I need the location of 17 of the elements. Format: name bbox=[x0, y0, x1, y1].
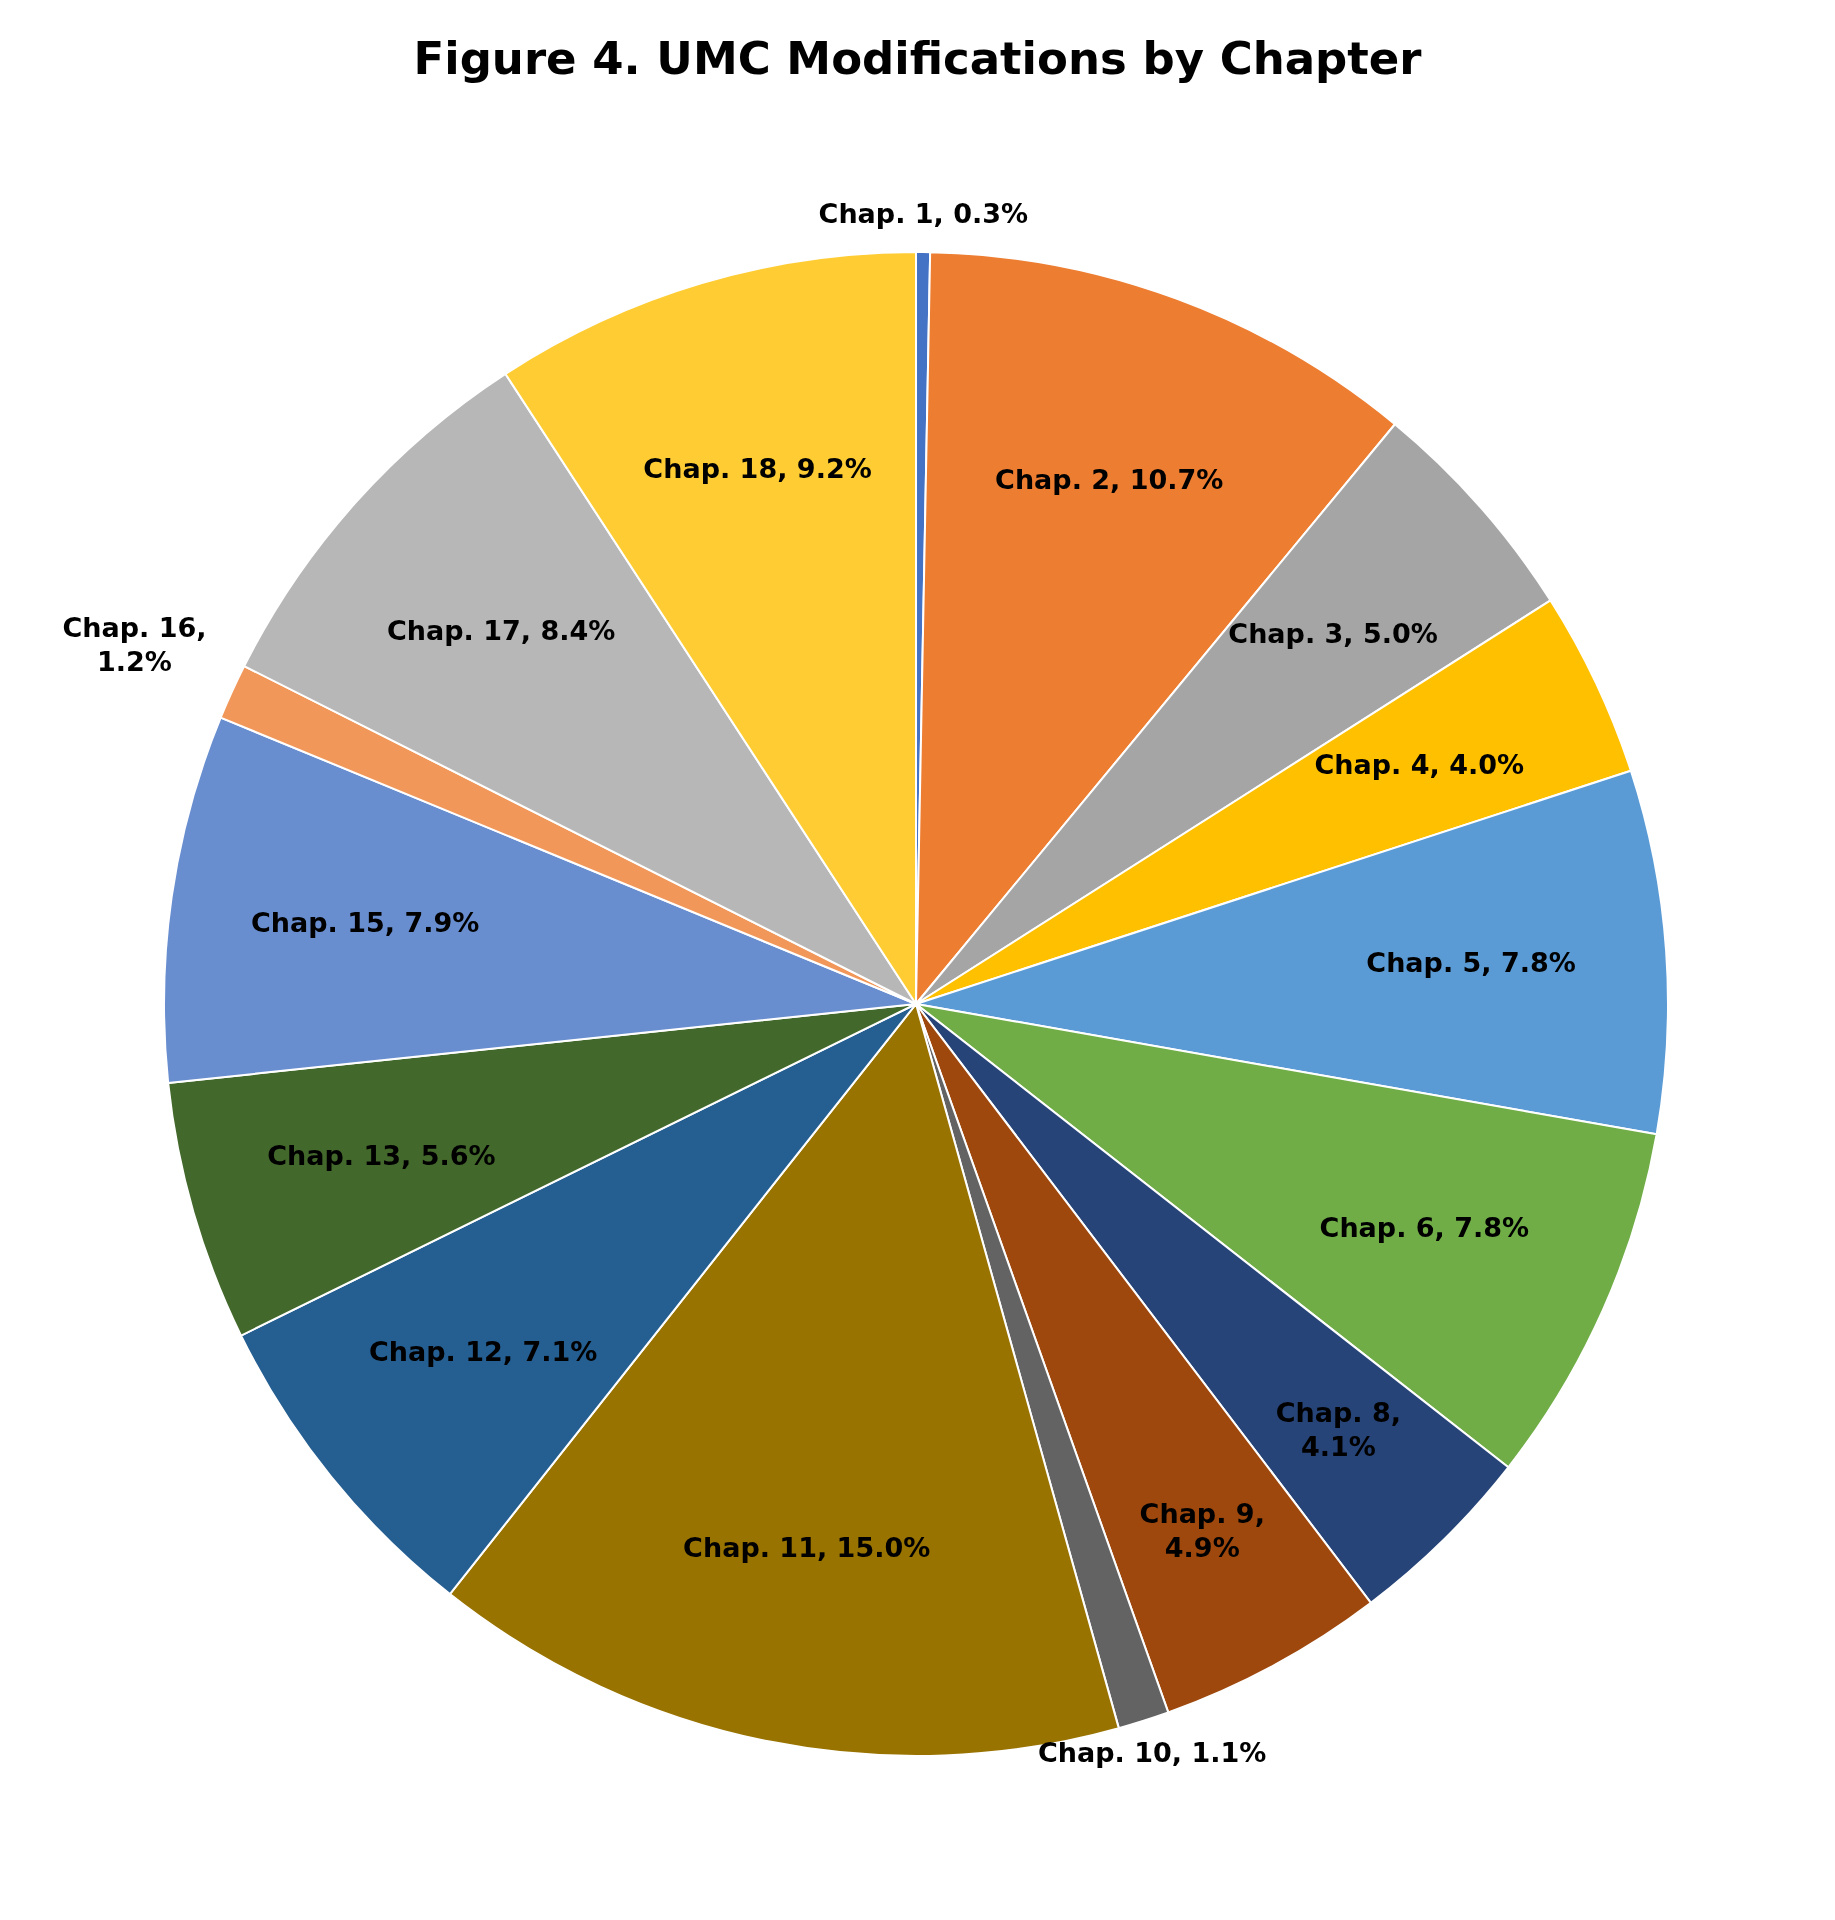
slice-label: Chap. 15, 7.9% bbox=[251, 906, 480, 938]
slice-label: Chap. 10, 1.1% bbox=[1037, 1737, 1267, 1769]
slice-label: Chap. 18, 9.2% bbox=[643, 452, 872, 484]
slice-label: Chap. 9, 4.9% bbox=[1139, 1498, 1265, 1564]
slice-label: Chap. 5, 7.8% bbox=[1366, 946, 1576, 978]
slice-label: Chap. 11, 15.0% bbox=[683, 1531, 931, 1563]
chart-title: Figure 4. UMC Modifications by Chapter bbox=[413, 31, 1423, 85]
slice-label: Chap. 17, 8.4% bbox=[387, 615, 616, 647]
slice-label: Chap. 13, 5.6% bbox=[267, 1140, 496, 1172]
slice-label: Chap. 12, 7.1% bbox=[368, 1335, 598, 1367]
slice-label: Chap. 3, 5.0% bbox=[1228, 617, 1438, 649]
slice-label: Chap. 16, 1.2% bbox=[62, 611, 207, 677]
slice-label: Chap. 8, 4.1% bbox=[1275, 1397, 1402, 1463]
slice-label: Chap. 1, 0.3% bbox=[818, 198, 1029, 230]
slice-label: Chap. 6, 7.8% bbox=[1319, 1212, 1530, 1244]
slice-label: Chap. 2, 10.7% bbox=[995, 464, 1224, 496]
slice-label: Chap. 4, 4.0% bbox=[1314, 748, 1525, 780]
